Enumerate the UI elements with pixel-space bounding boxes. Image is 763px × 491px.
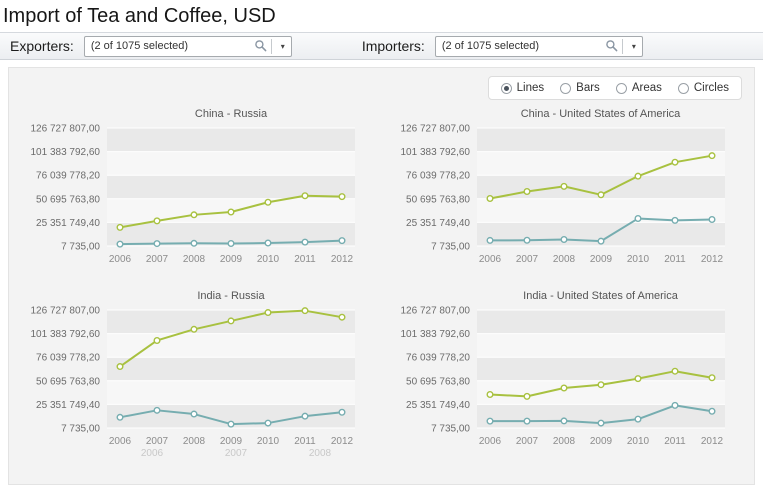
chart-china-russia: China - Russia 126 727 807,00 101 383 792… [19,106,375,278]
radio-areas-label: Areas [631,82,662,94]
svg-text:2008: 2008 [552,254,575,265]
exporters-selected-value: (2 of 1075 selected) [90,40,189,52]
svg-text:2007: 2007 [515,436,538,447]
chart-type-selector: Lines Bars Areas Circles [487,76,742,100]
radio-circles-circle [677,82,689,94]
chart-china-usa-plot[interactable]: 126 727 807,00 101 383 792,60 76 039 778,2… [389,122,739,278]
svg-text:126 727 807,00: 126 727 807,00 [400,124,470,135]
chart-title: China - Russia [194,108,268,120]
exporters-dropdown[interactable]: (2 of 1075 selected) ▾ [83,35,292,57]
svg-text:76 039 778,20: 76 039 778,20 [36,171,100,182]
chart-title: India - United States of America [523,290,678,302]
chart-title: India - Russia [197,290,265,302]
svg-text:50 695 763,80: 50 695 763,80 [36,376,100,387]
radio-circles-label: Circles [693,82,729,94]
svg-text:2007: 2007 [146,436,169,447]
svg-text:2010: 2010 [626,436,649,447]
importers-label: Importers: [361,38,425,54]
svg-text:2012: 2012 [331,254,354,265]
svg-text:25 351 749,40: 25 351 749,40 [406,218,470,229]
svg-text:50 695 763,80: 50 695 763,80 [406,194,470,205]
svg-text:2008: 2008 [309,448,332,459]
charts-panel: Lines Bars Areas Circles China - Russia … [8,67,755,485]
svg-text:7 735,00: 7 735,00 [61,242,100,253]
svg-text:2010: 2010 [257,436,280,447]
svg-text:2010: 2010 [257,254,280,265]
svg-text:2011: 2011 [294,436,316,447]
toolbar: Exporters: (2 of 1075 selected) ▾ Import… [0,32,763,60]
exporters-dropdown-controls: ▾ [254,37,291,56]
svg-text:2008: 2008 [183,436,206,447]
svg-text:2009: 2009 [589,254,612,265]
svg-text:2010: 2010 [626,254,649,265]
svg-text:2011: 2011 [664,436,686,447]
chart-type-row: Lines Bars Areas Circles [9,68,754,100]
svg-text:2006: 2006 [141,448,164,459]
svg-text:2009: 2009 [220,254,243,265]
svg-text:2007: 2007 [515,254,538,265]
svg-text:25 351 749,40: 25 351 749,40 [406,400,470,411]
svg-text:126 727 807,00: 126 727 807,00 [30,306,100,317]
svg-text:2012: 2012 [700,254,723,265]
radio-circles[interactable]: Circles [677,82,729,94]
radio-bars-circle [560,82,572,94]
exporters-label: Exporters: [10,38,74,54]
svg-text:2011: 2011 [294,254,316,265]
chart-india-usa-plot[interactable]: 126 727 807,00 101 383 792,60 76 039 778,2… [389,304,739,460]
svg-text:76 039 778,20: 76 039 778,20 [406,171,470,182]
dropdown-divider [270,38,272,54]
svg-text:2006: 2006 [478,254,501,265]
svg-text:2006: 2006 [109,436,132,447]
svg-text:76 039 778,20: 76 039 778,20 [406,353,470,364]
svg-text:101 383 792,60: 101 383 792,60 [400,147,470,158]
svg-text:2006: 2006 [478,436,501,447]
radio-bars-label: Bars [576,82,600,94]
svg-text:2012: 2012 [331,436,354,447]
svg-text:25 351 749,40: 25 351 749,40 [36,218,100,229]
svg-text:25 351 749,40: 25 351 749,40 [36,400,100,411]
importers-dropdown[interactable]: (2 of 1075 selected) ▾ [434,35,643,57]
chart-china-russia-plot[interactable]: 126 727 807,00 101 383 792,60 76 039 778,2… [19,122,369,278]
svg-text:126 727 807,00: 126 727 807,00 [30,124,100,135]
svg-text:2007: 2007 [146,254,169,265]
svg-text:2006: 2006 [109,254,132,265]
svg-text:2011: 2011 [664,254,686,265]
svg-text:101 383 792,60: 101 383 792,60 [400,329,470,340]
svg-text:2012: 2012 [700,436,723,447]
chart-india-russia-plot[interactable]: 126 727 807,00 101 383 792,60 76 039 778,2… [19,304,369,460]
svg-text:101 383 792,60: 101 383 792,60 [30,147,100,158]
svg-text:2008: 2008 [183,254,206,265]
svg-text:50 695 763,80: 50 695 763,80 [36,194,100,205]
radio-lines-label: Lines [516,82,545,94]
svg-text:7 735,00: 7 735,00 [431,242,470,253]
svg-text:101 383 792,60: 101 383 792,60 [30,329,100,340]
svg-text:7 735,00: 7 735,00 [431,424,470,435]
importers-dropdown-controls: ▾ [605,37,642,56]
search-icon[interactable] [605,39,619,53]
svg-text:2009: 2009 [589,436,612,447]
svg-text:50 695 763,80: 50 695 763,80 [406,376,470,387]
chevron-down-icon[interactable]: ▾ [280,41,285,51]
radio-areas[interactable]: Areas [615,82,662,94]
svg-text:2009: 2009 [220,436,243,447]
radio-lines[interactable]: Lines [500,82,545,94]
svg-text:2007: 2007 [225,448,248,459]
chart-india-russia: India - Russia 126 727 807,00 101 383 792… [19,288,375,460]
radio-lines-circle [500,82,512,94]
charts-grid: China - Russia 126 727 807,00 101 383 792… [9,100,754,460]
dropdown-divider [621,38,623,54]
radio-areas-circle [615,82,627,94]
svg-text:126 727 807,00: 126 727 807,00 [400,306,470,317]
radio-bars[interactable]: Bars [560,82,600,94]
search-icon[interactable] [254,39,268,53]
page-title: Import of Tea and Coffee, USD [3,5,276,27]
chevron-down-icon[interactable]: ▾ [631,41,636,51]
chart-title: China - United States of America [520,108,681,120]
chart-india-usa: India - United States of America 126 727… [389,288,745,460]
svg-text:2008: 2008 [552,436,575,447]
importers-selected-value: (2 of 1075 selected) [441,40,540,52]
svg-text:76 039 778,20: 76 039 778,20 [36,353,100,364]
svg-text:7 735,00: 7 735,00 [61,424,100,435]
chart-china-usa: China - United States of America 126 727… [389,106,745,278]
